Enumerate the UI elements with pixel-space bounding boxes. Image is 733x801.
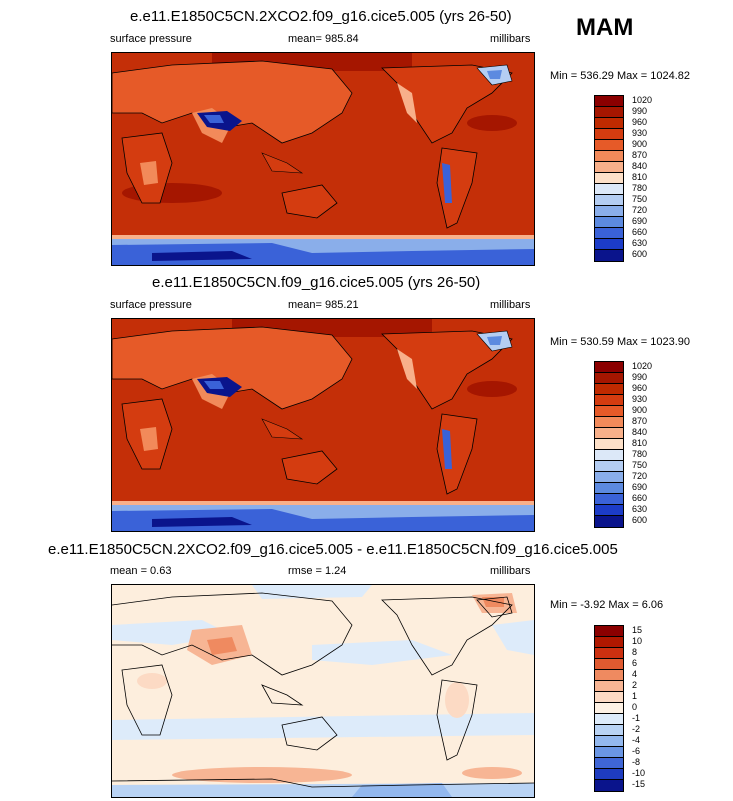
panel-2-units-label: millibars (490, 299, 531, 311)
panel-2-colorbar (594, 361, 624, 528)
panel-3-rmse-label: rmse = 1.24 (288, 565, 347, 577)
colorbar-tick: 720 (632, 205, 648, 215)
difference-field (112, 585, 534, 797)
colorbar-tick: -1 (632, 713, 641, 723)
panel-3-mean-label: mean = 0.63 (110, 565, 172, 577)
panel-3-title: e.e11.E1850C5CN.2XCO2.f09_g16.cice5.005 … (48, 541, 618, 558)
colorbar-tick: 930 (632, 128, 648, 138)
colorbar-tick: 4 (632, 669, 638, 679)
colorbar-tick: 930 (632, 394, 648, 404)
panel-3-colorbar (594, 625, 624, 792)
panel-1-map-svg (112, 53, 534, 265)
colorbar-tick: 750 (632, 194, 648, 204)
colorbar-tick: 600 (632, 515, 648, 525)
colorbar-tick: -10 (632, 768, 646, 778)
colorbar-tick: 660 (632, 493, 648, 503)
colorbar-tick: 840 (632, 161, 648, 171)
colorbar-tick: 720 (632, 471, 648, 481)
colorbar-tick: 870 (632, 150, 648, 160)
colorbar-tick: -8 (632, 757, 641, 767)
colorbar-tick: 900 (632, 405, 648, 415)
colorbar-tick: 690 (632, 482, 648, 492)
colorbar-tick: 10 (632, 636, 643, 646)
colorbar-tick: 990 (632, 372, 648, 382)
panel-3-map-svg (112, 585, 534, 797)
panel-2-minmax: Min = 530.59 Max = 1023.90 (550, 336, 691, 348)
panel-1-map (111, 52, 535, 266)
panel-2-map-svg (112, 319, 534, 531)
panel-2-variable-label: surface pressure (110, 299, 192, 311)
colorbar-tick: 840 (632, 427, 648, 437)
colorbar-tick: 990 (632, 106, 648, 116)
panel-1-mean-label: mean= 985.84 (288, 33, 359, 45)
panel-3-units-label: millibars (490, 565, 531, 577)
colorbar-tick: 810 (632, 438, 648, 448)
colorbar-tick: 8 (632, 647, 638, 657)
colorbar-tick: 960 (632, 117, 648, 127)
season-label: MAM (576, 14, 634, 41)
colorbar-tick: 780 (632, 449, 648, 459)
colorbar-tick: 750 (632, 460, 648, 470)
colorbar-tick: 15 (632, 625, 643, 635)
colorbar-tick: -4 (632, 735, 641, 745)
colorbar-tick: 0 (632, 702, 638, 712)
colorbar-tick: -2 (632, 724, 641, 734)
colorbar-tick: 1 (632, 691, 638, 701)
panel-3-minmax: Min = -3.92 Max = 6.06 (550, 599, 664, 611)
colorbar-tick: 630 (632, 504, 648, 514)
panel-1-units-label: millibars (490, 33, 531, 45)
colorbar-tick: 6 (632, 658, 638, 668)
colorbar-tick: 660 (632, 227, 648, 237)
panel-1-minmax: Min = 536.29 Max = 1024.82 (550, 70, 691, 82)
panel-1-title: e.e11.E1850C5CN.2XCO2.f09_g16.cice5.005 … (130, 8, 512, 25)
panel-1-colorbar (594, 95, 624, 262)
colorbar-tick: 690 (632, 216, 648, 226)
colorbar-tick: 900 (632, 139, 648, 149)
colorbar-tick: 960 (632, 383, 648, 393)
panel-2-title: e.e11.E1850C5CN.f09_g16.cice5.005 (yrs 2… (152, 274, 481, 291)
colorbar-tick: -15 (632, 779, 646, 789)
colorbar-tick: 810 (632, 172, 648, 182)
panel-1-variable-label: surface pressure (110, 33, 192, 45)
colorbar-tick: 1020 (632, 361, 653, 371)
colorbar-tick: 780 (632, 183, 648, 193)
colorbar-tick: -6 (632, 746, 641, 756)
colorbar-tick: 2 (632, 680, 638, 690)
panel-3-map (111, 584, 535, 798)
panel-2-mean-label: mean= 985.21 (288, 299, 359, 311)
colorbar-tick: 600 (632, 249, 648, 259)
panel-2-map (111, 318, 535, 532)
colorbar-tick: 1020 (632, 95, 653, 105)
colorbar-tick: 630 (632, 238, 648, 248)
colorbar-tick: 870 (632, 416, 648, 426)
